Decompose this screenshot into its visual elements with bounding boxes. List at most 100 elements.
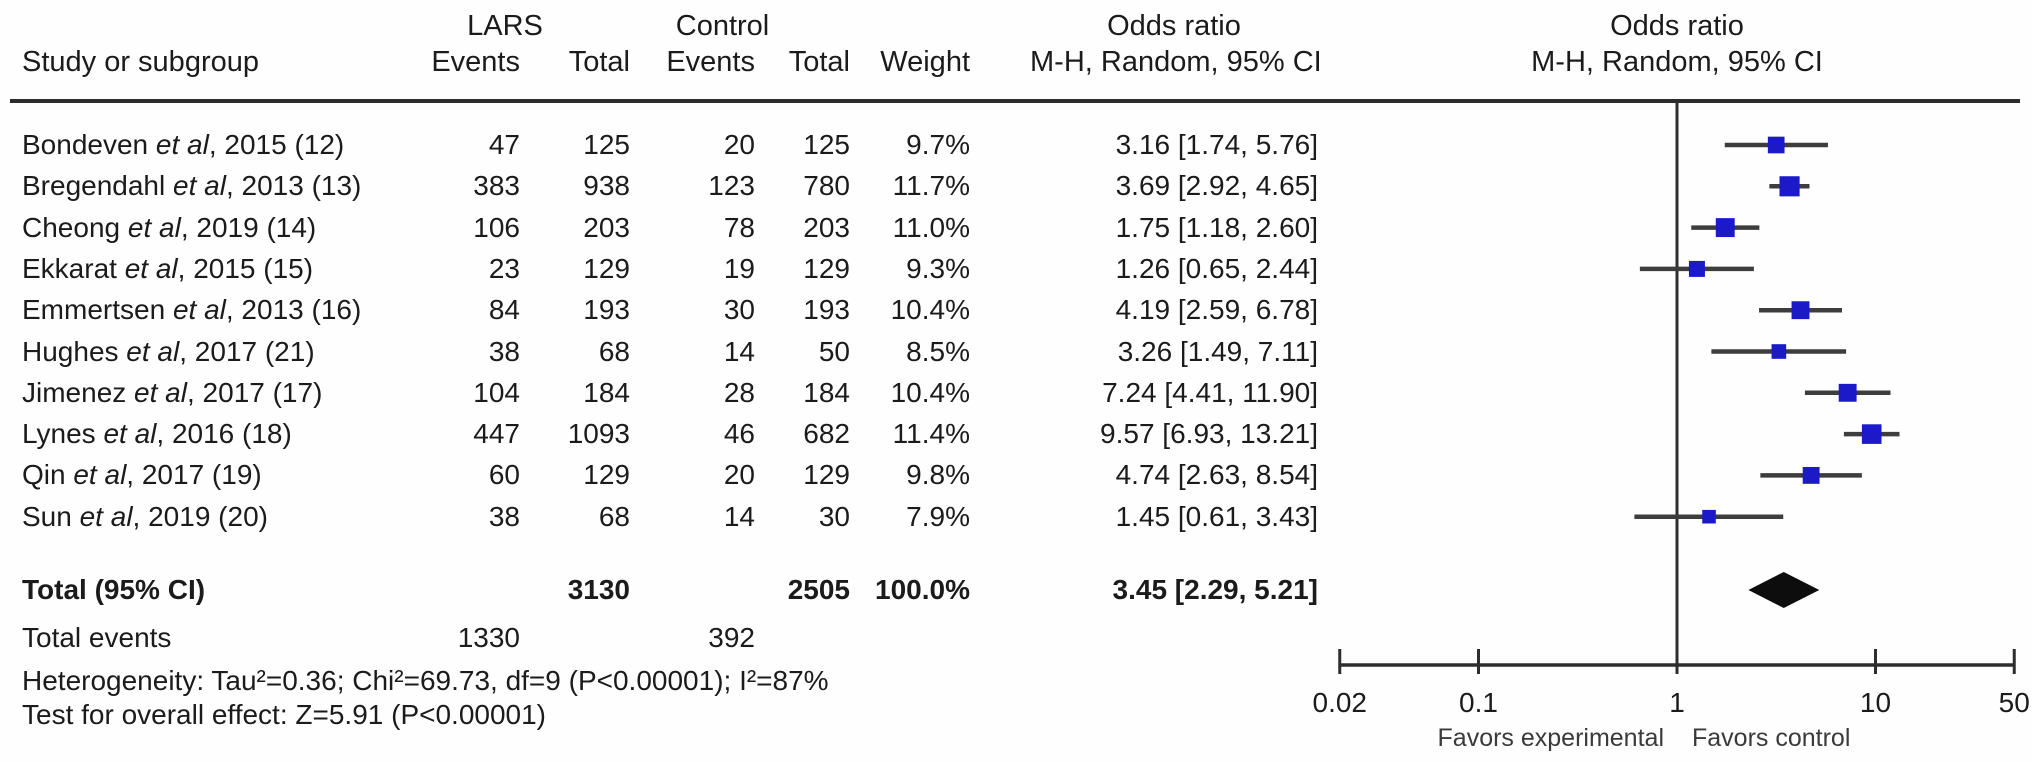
study-row: Lynes et al, 2016 (18) 447 1093 46 682 11.4% 9… [0, 413, 2032, 455]
favors-experimental-label: Favors experimental [1438, 724, 1664, 752]
control-events-cell: 30 [723, 294, 755, 326]
study-label: Cheong et al, 2019 (14) [22, 211, 317, 243]
or-marker [1688, 260, 1705, 277]
control-total-cell: 129 [803, 459, 850, 491]
lars-events-cell: 84 [488, 294, 520, 326]
weight-cell: 11.4% [892, 418, 970, 450]
study-row: Qin et al, 2017 (19) 60 129 20 129 9.8% 4.74 [… [0, 454, 2032, 496]
study-label: Ekkarat et al, 2015 (15) [22, 252, 314, 284]
or-method-header-plot: M-H, Random, 95% CI [1531, 46, 1823, 78]
lars-total-cell: 129 [583, 459, 630, 491]
or-marker [1779, 176, 1800, 197]
study-row: Ekkarat et al, 2015 (15) 23 129 19 129 9.3% 1.… [0, 248, 2032, 290]
or-marker [1771, 344, 1787, 359]
study-label: Bondeven et al, 2015 (12) [22, 129, 345, 160]
weight-column-header: Weight [880, 46, 970, 78]
study-row: Sun et al, 2019 (20) 38 68 14 30 7.9% 1.45 [0.… [0, 496, 2032, 538]
or-ci-cell: 7.24 [4.41, 11.90] [1102, 376, 1318, 408]
lars-total-cell: 184 [583, 376, 630, 408]
or-ci-cell: 1.26 [0.65, 2.44] [1115, 252, 1318, 284]
study-row: Bregendahl et al, 2013 (13) 383 938 123 780 1… [0, 165, 2032, 207]
total-lars-total: 3130 [567, 574, 630, 605]
or-ci-cell: 1.75 [1.18, 2.60] [1115, 211, 1318, 243]
lars-events-cell: 60 [488, 459, 520, 491]
or-marker [1838, 383, 1857, 402]
study-label: Lynes et al, 2016 (18) [22, 418, 292, 450]
favors-control-label: Favors control [1692, 724, 1850, 752]
study-label: Sun et al, 2019 (20) [22, 500, 268, 532]
total-events-lars: 1330 [457, 622, 520, 653]
control-events-cell: 46 [723, 418, 755, 450]
study-label: Qin et al, 2017 (19) [22, 459, 262, 491]
control-events-cell: 14 [723, 335, 755, 367]
total-events-label: Total events [22, 622, 172, 653]
control-events-cell: 19 [723, 252, 755, 284]
or-ci-cell: 3.26 [1.49, 7.11] [1117, 335, 1318, 367]
header-divider [10, 99, 2020, 103]
group2-events-header: Events [666, 46, 755, 78]
axis-tick-label: 10 [1860, 687, 1891, 718]
weight-cell: 10.4% [890, 294, 970, 326]
or-ci-cell: 1.45 [0.61, 3.43] [1115, 500, 1318, 532]
axis-tick-label: 1 [1669, 687, 1685, 718]
control-total-cell: 193 [803, 294, 850, 326]
lars-events-cell: 23 [488, 252, 520, 284]
odds-ratio-header-plot: Odds ratio [1610, 10, 1744, 42]
control-total-cell: 203 [803, 211, 850, 243]
or-ci-cell: 9.57 [6.93, 13.21] [1100, 418, 1318, 450]
control-events-cell: 20 [723, 459, 755, 491]
control-events-cell: 123 [708, 170, 755, 202]
weight-cell: 9.8% [906, 459, 970, 491]
study-row: Jimenez et al, 2017 (17) 104 184 28 184 10.4%… [0, 372, 2032, 414]
lars-total-cell: 193 [583, 294, 630, 326]
study-label: Bregendahl et al, 2013 (13) [22, 170, 362, 202]
weight-cell: 10.4% [890, 376, 970, 408]
lars-events-cell: 106 [473, 211, 520, 243]
control-total-cell: 129 [803, 252, 850, 284]
group1-events-header: Events [431, 46, 520, 78]
lars-total-cell: 125 [583, 129, 630, 160]
lars-total-cell: 938 [583, 170, 630, 202]
or-ci-cell: 4.19 [2.59, 6.78] [1115, 294, 1318, 326]
overall-effect-line: Test for overall effect: Z=5.91 (P<0.000… [22, 699, 547, 730]
weight-cell: 11.0% [892, 211, 970, 243]
group2-total-header: Total [788, 46, 850, 78]
study-label: Jimenez et al, 2017 (17) [22, 376, 323, 408]
group2-header: Control [675, 10, 770, 42]
study-row: Emmertsen et al, 2013 (16) 84 193 30 193 10.4… [0, 289, 2032, 331]
control-events-cell: 20 [723, 129, 755, 160]
lars-events-cell: 447 [473, 418, 520, 450]
total-weight: 100.0% [875, 574, 970, 605]
axis-tick-label: 50 [1999, 687, 2030, 718]
weight-cell: 7.9% [906, 500, 970, 532]
lars-events-cell: 104 [473, 376, 520, 408]
control-events-cell: 78 [723, 211, 755, 243]
weight-cell: 8.5% [906, 335, 970, 367]
total-ci-text: 3.45 [2.29, 5.21] [1112, 574, 1318, 605]
or-marker [1791, 301, 1810, 320]
or-method-header-text: M-H, Random, 95% CI [1030, 46, 1322, 78]
total-row: Total (95% CI) 3130 2505 100.0% 3.45 [2.… [0, 569, 2032, 611]
weight-cell: 9.3% [906, 252, 970, 284]
axis-tick-label: 0.02 [1313, 687, 1368, 718]
control-total-cell: 125 [803, 129, 850, 160]
lars-total-cell: 203 [583, 211, 630, 243]
or-marker [1767, 136, 1785, 154]
control-total-cell: 50 [818, 335, 850, 367]
study-row: Hughes et al, 2017 (21) 38 68 14 50 8.5% 3.26 … [0, 331, 2032, 373]
heterogeneity-line: Heterogeneity: Tau²=0.36; Chi²=69.73, df… [22, 665, 829, 696]
group1-header: LARS [467, 10, 543, 42]
lars-total-cell: 129 [583, 252, 630, 284]
or-ci-cell: 3.69 [2.92, 4.65] [1115, 170, 1318, 202]
study-row: Bondeven et al, 2015 (12) 47 125 20 125 9.7% 3… [0, 124, 2032, 166]
lars-events-cell: 383 [473, 170, 520, 202]
group1-total-header: Total [568, 46, 630, 78]
study-row: Cheong et al, 2019 (14) 106 203 78 203 11.0% 1… [0, 207, 2032, 249]
or-marker [1702, 509, 1716, 524]
control-total-cell: 780 [803, 170, 850, 202]
odds-ratio-header-text: Odds ratio [1107, 10, 1241, 42]
lars-total-cell: 1093 [567, 418, 630, 450]
or-ci-cell: 4.74 [2.63, 8.54] [1115, 459, 1318, 491]
total-events-row: Total events 1330 392 [0, 617, 2032, 659]
